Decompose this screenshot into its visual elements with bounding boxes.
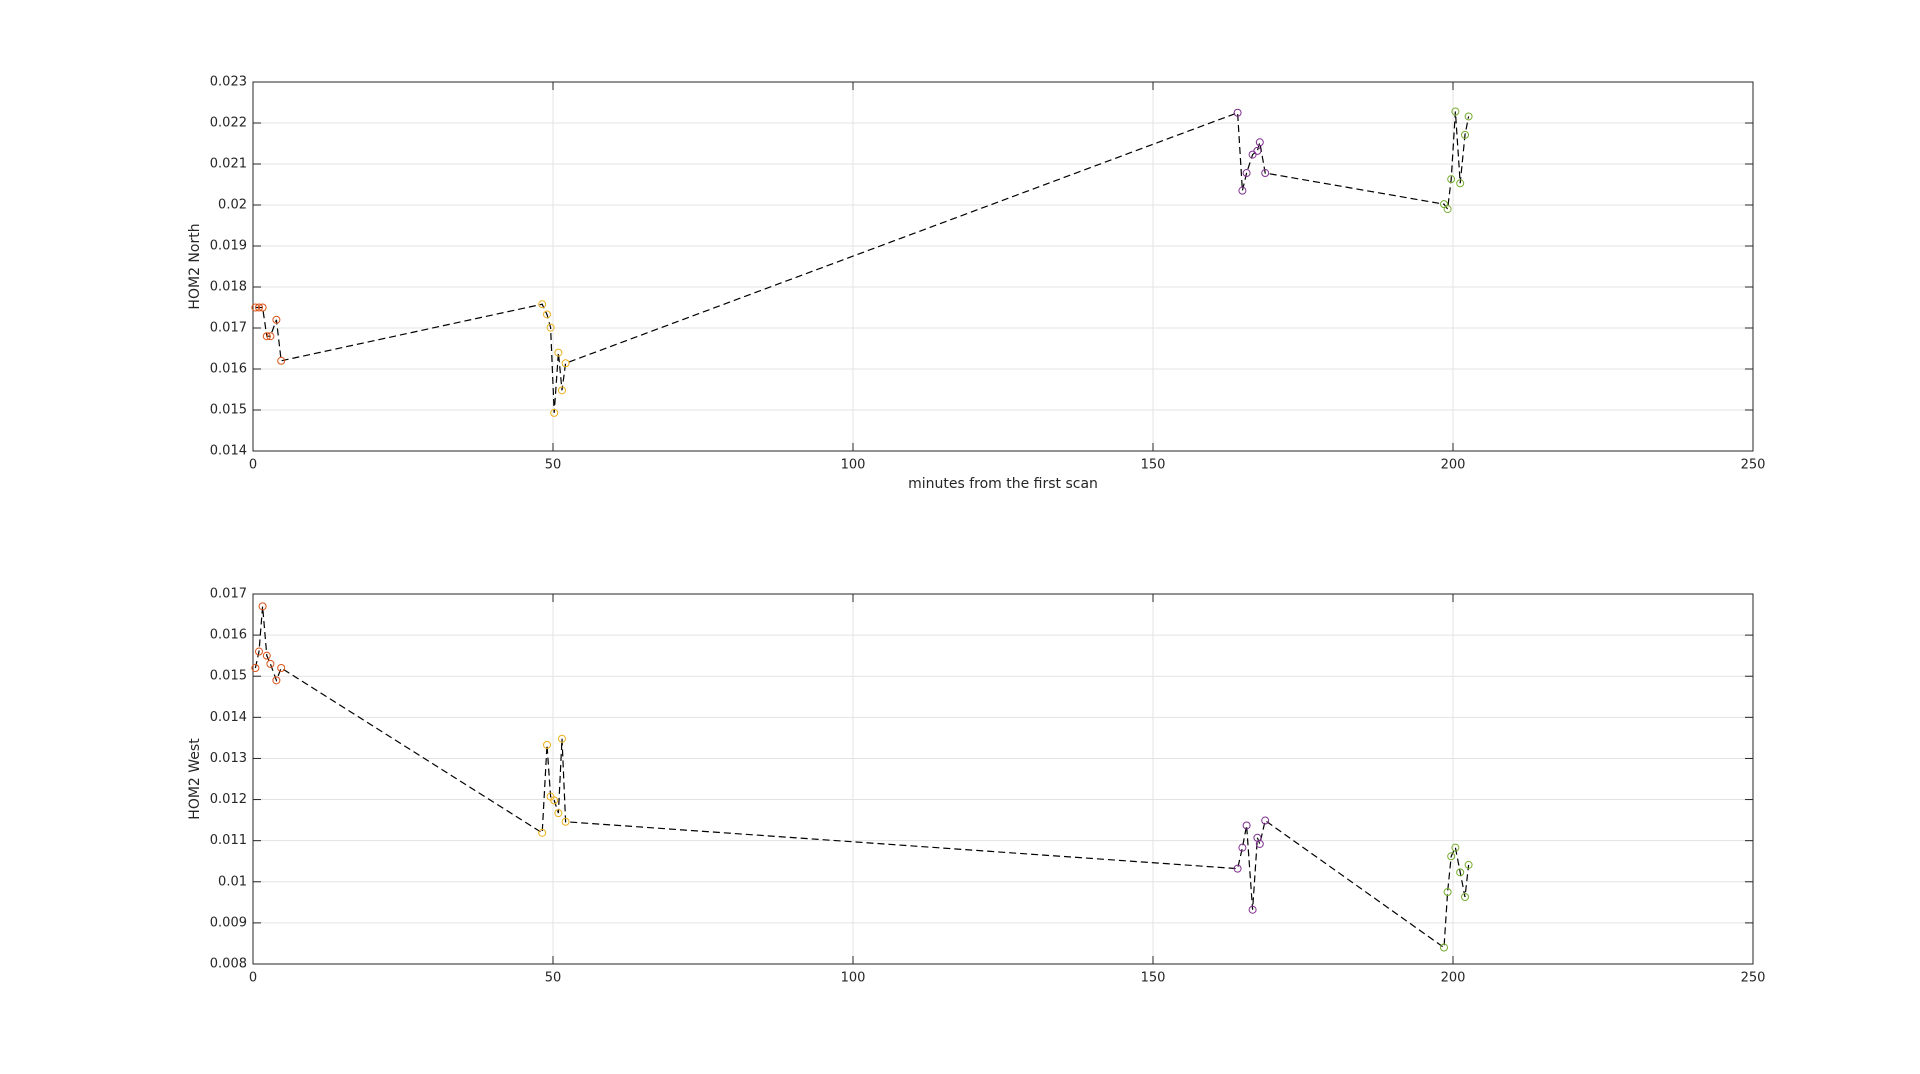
- data-point: [561, 817, 570, 826]
- x-tick-label: 250: [1741, 458, 1766, 473]
- data-point: [266, 659, 275, 668]
- data-point: [1456, 868, 1465, 877]
- data-point: [266, 332, 275, 341]
- data-point: [1233, 864, 1242, 873]
- y-axis-label: HOM2 West: [187, 738, 203, 820]
- data-point: [558, 386, 566, 395]
- data-point: [538, 300, 547, 309]
- y-tick-label: 0.011: [210, 833, 247, 848]
- y-tick-label: 0.021: [210, 157, 247, 172]
- y-tick-label: 0.016: [210, 628, 247, 643]
- data-point: [1253, 146, 1262, 155]
- x-tick-label: 0: [249, 971, 257, 986]
- y-tick-label: 0.017: [210, 321, 247, 336]
- x-tick-label: 100: [841, 971, 866, 986]
- data-point: [554, 809, 563, 818]
- data-point: [1255, 839, 1264, 848]
- data-point: [1461, 130, 1469, 139]
- data-point: [543, 310, 551, 319]
- y-tick-label: 0.017: [210, 587, 247, 602]
- x-tick-label: 150: [1141, 458, 1166, 473]
- x-tick-label: 200: [1441, 971, 1466, 986]
- data-point: [1440, 943, 1448, 952]
- data-point: [272, 315, 281, 324]
- data-point: [1443, 888, 1452, 897]
- data-point: [1242, 821, 1251, 830]
- data-point: [1447, 175, 1456, 184]
- y-tick-label: 0.014: [210, 444, 247, 459]
- y-tick-label: 0.019: [210, 239, 247, 254]
- data-point: [1242, 169, 1251, 178]
- connecting-line: [254, 606, 1470, 949]
- data-point: [1461, 892, 1469, 901]
- data-point: [554, 348, 563, 357]
- y-tick-label: 0.015: [210, 669, 247, 684]
- x-axis-label: minutes from the first scan: [908, 476, 1098, 492]
- data-point: [1447, 852, 1456, 861]
- data-point: [550, 796, 559, 805]
- data-point: [543, 740, 551, 749]
- y-axis-label: HOM2 North: [187, 223, 203, 309]
- y-tick-label: 0.018: [210, 280, 247, 295]
- data-point: [255, 303, 263, 312]
- data-point: [1233, 108, 1242, 117]
- data-point: [558, 734, 566, 743]
- data-point: [561, 359, 570, 368]
- data-point: [538, 828, 547, 837]
- plot-area: [253, 82, 1753, 451]
- y-tick-label: 0.01: [218, 874, 247, 889]
- data-point: [1464, 112, 1473, 121]
- y-tick-label: 0.008: [210, 957, 247, 972]
- data-point: [1255, 138, 1264, 147]
- y-tick-label: 0.012: [210, 792, 247, 807]
- data-point: [1238, 186, 1247, 195]
- axes-box: [252, 81, 1754, 452]
- y-tick-label: 0.009: [210, 915, 247, 930]
- plot-area: [253, 594, 1753, 964]
- x-tick-label: 100: [841, 458, 866, 473]
- x-tick-label: 200: [1441, 458, 1466, 473]
- y-tick-label: 0.014: [210, 710, 247, 725]
- x-tick-label: 150: [1141, 971, 1166, 986]
- y-tick-label: 0.016: [210, 362, 247, 377]
- data-point: [258, 602, 267, 611]
- data-point: [272, 676, 281, 685]
- data-point: [1261, 169, 1270, 178]
- x-tick-label: 0: [249, 458, 257, 473]
- y-tick-label: 0.022: [210, 116, 247, 131]
- data-point: [277, 664, 286, 672]
- data-point: [1451, 843, 1460, 852]
- data-point: [1464, 860, 1473, 869]
- data-point: [255, 647, 263, 656]
- data-point: [258, 303, 267, 312]
- data-point: [1451, 107, 1460, 116]
- connecting-line: [255, 111, 1470, 413]
- data-point: [550, 408, 559, 417]
- data-point: [1248, 905, 1257, 914]
- data-point: [1456, 179, 1465, 188]
- y-tick-label: 0.023: [210, 75, 247, 90]
- data-point: [1261, 816, 1270, 825]
- data-point: [262, 651, 271, 660]
- x-tick-label: 50: [545, 458, 562, 473]
- y-tick-label: 0.02: [218, 198, 247, 213]
- data-point: [1238, 843, 1247, 852]
- x-tick-label: 50: [545, 971, 562, 986]
- data-point: [277, 356, 286, 365]
- data-point: [546, 323, 555, 332]
- y-tick-label: 0.015: [210, 403, 247, 418]
- data-point: [251, 664, 260, 672]
- x-tick-label: 250: [1741, 971, 1766, 986]
- data-point: [262, 332, 271, 341]
- axes-box: [252, 593, 1754, 965]
- y-tick-label: 0.013: [210, 751, 247, 766]
- data-point: [1443, 205, 1452, 214]
